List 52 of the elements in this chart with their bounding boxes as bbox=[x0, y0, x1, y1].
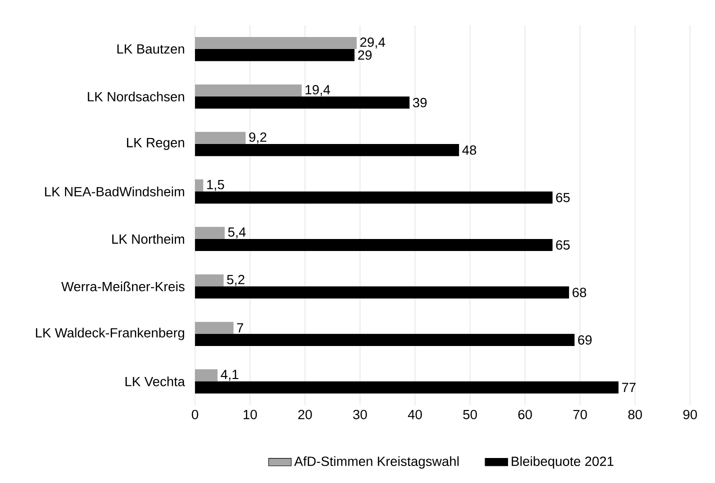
x-tick-label: 50 bbox=[463, 410, 477, 420]
bar bbox=[195, 132, 246, 144]
bar bbox=[195, 84, 302, 97]
bar bbox=[195, 369, 218, 382]
data-label: 5,4 bbox=[228, 228, 246, 238]
bar bbox=[195, 238, 553, 252]
bar bbox=[195, 381, 619, 394]
data-label: 9,2 bbox=[249, 132, 266, 144]
y-tick-label: LK Northeim bbox=[112, 234, 184, 244]
data-label: 7 bbox=[237, 323, 244, 332]
bar bbox=[195, 192, 553, 204]
legend-label: Bleibequote 2021 bbox=[512, 456, 614, 469]
data-label: 1,5 bbox=[207, 180, 224, 191]
legend-label: AfD-Stimmen Kreistagswahl bbox=[294, 456, 459, 469]
x-tick-label: 40 bbox=[408, 410, 422, 420]
bar bbox=[195, 36, 357, 50]
bar bbox=[195, 179, 204, 192]
y-tick-label: LK Vechta bbox=[126, 376, 186, 386]
y-tick-label: LK Regen bbox=[127, 138, 184, 150]
data-label: 19,4 bbox=[306, 85, 330, 96]
bar bbox=[195, 274, 224, 286]
bar bbox=[195, 334, 575, 346]
data-label: 77 bbox=[622, 382, 636, 392]
data-label: 69 bbox=[578, 335, 592, 345]
data-label: 4,1 bbox=[220, 370, 238, 381]
bar bbox=[195, 286, 570, 299]
bar bbox=[195, 49, 355, 62]
x-tick-label: 60 bbox=[518, 410, 532, 420]
bar bbox=[195, 96, 410, 109]
bar bbox=[195, 226, 225, 239]
x-tick-label: 70 bbox=[573, 410, 587, 420]
y-tick-label: LK NEA-BadWindsheim bbox=[45, 186, 184, 196]
data-label: 65 bbox=[556, 240, 570, 250]
x-tick-label: 20 bbox=[298, 410, 312, 420]
data-label: 39 bbox=[412, 98, 427, 108]
x-tick-label: 30 bbox=[353, 410, 367, 420]
data-label: 29,4 bbox=[360, 38, 386, 49]
data-label: 65 bbox=[556, 192, 570, 202]
y-tick-label: LK Bautzen bbox=[117, 44, 184, 54]
bar bbox=[195, 144, 460, 156]
data-label: 5,2 bbox=[227, 274, 244, 286]
y-tick-label: Werra-Meißner-Kreis bbox=[61, 282, 185, 292]
x-tick-label: 90 bbox=[683, 410, 697, 420]
data-label: 29 bbox=[358, 50, 372, 60]
x-tick-label: 80 bbox=[628, 410, 642, 420]
x-tick-label: 10 bbox=[244, 410, 257, 420]
bar bbox=[195, 322, 234, 334]
x-tick-label: 0 bbox=[192, 410, 198, 420]
y-tick-label: LK Nordsachsen bbox=[88, 92, 184, 102]
data-label: 48 bbox=[462, 145, 476, 155]
y-tick-label: LK Waldeck-Frankenberg bbox=[36, 328, 184, 340]
data-label: 68 bbox=[572, 288, 586, 298]
